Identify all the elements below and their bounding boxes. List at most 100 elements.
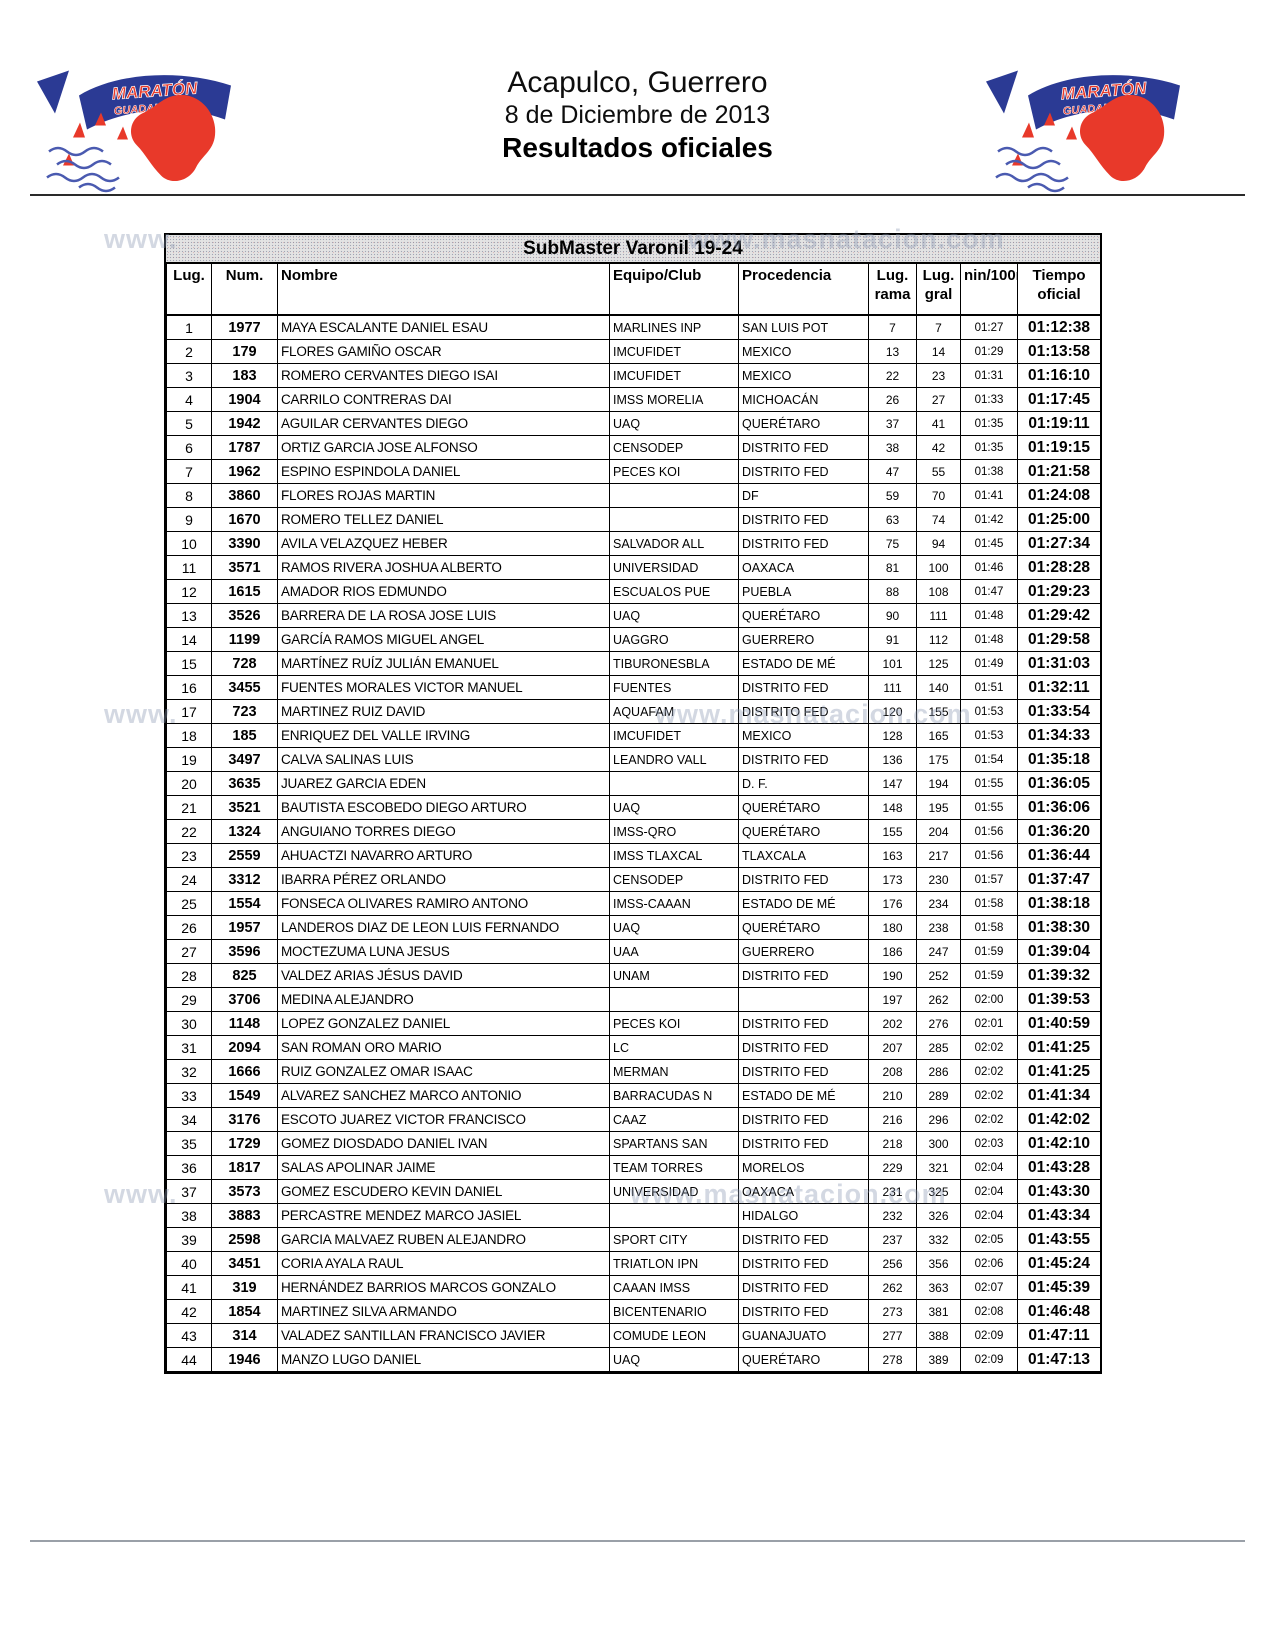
cell-lug: 1: [166, 314, 212, 340]
cell-num: 1554: [211, 891, 278, 916]
cell-procedencia: GUERRERO: [738, 627, 869, 652]
table-title: SubMaster Varonil 19-24: [166, 235, 1100, 263]
cell-equipo: [609, 1203, 739, 1228]
cell-lug_gral: 195: [916, 795, 961, 820]
cell-num: 3455: [211, 675, 278, 700]
cell-nombre: MARTINEZ SILVA ARMANDO: [277, 1299, 610, 1324]
cell-equipo: PECES KOI: [609, 459, 739, 484]
cell-nombre: AVILA VELAZQUEZ HEBER: [277, 531, 610, 556]
cell-min_100m: 01:42: [960, 507, 1018, 532]
cell-lug_gral: 94: [916, 531, 961, 556]
table-row: 27 3596 MOCTEZUMA LUNA JESUS UAA GUERRERO 186…: [166, 939, 1101, 964]
cell-num: 825: [211, 963, 278, 988]
table-row: 36 1817 SALAS APOLINAR JAIME TEAM TORRES MOR…: [166, 1155, 1101, 1180]
marathon-logo-right: [984, 69, 1182, 193]
cell-tiempo: 01:42:02: [1017, 1107, 1101, 1132]
cell-equipo: CENSODEP: [609, 435, 739, 460]
cell-lug: 24: [166, 867, 212, 892]
cell-procedencia: DISTRITO FED: [738, 1275, 869, 1300]
cell-equipo: UAQ: [609, 1347, 739, 1372]
cell-equipo: CENSODEP: [609, 867, 739, 892]
cell-procedencia: DISTRITO FED: [738, 1251, 869, 1276]
cell-min_100m: 01:31: [960, 363, 1018, 388]
event-date: 8 de Diciembre de 2013: [504, 101, 771, 129]
cell-equipo: TRIATLON IPN: [609, 1251, 739, 1276]
cell-equipo: UAQ: [609, 603, 739, 628]
cell-num: 3635: [211, 771, 278, 796]
cell-equipo: UNIVERSIDAD: [609, 1179, 739, 1204]
cell-procedencia: GUANAJUATO: [738, 1323, 869, 1348]
cell-lug: 41: [166, 1275, 212, 1300]
cell-procedencia: [738, 987, 869, 1012]
cell-lug: 36: [166, 1155, 212, 1180]
table-row: 11 3571 RAMOS RIVERA JOSHUA ALBERTO UNIVERS…: [166, 555, 1101, 580]
cell-lug_gral: 175: [916, 747, 961, 772]
cell-tiempo: 01:13:58: [1017, 339, 1101, 364]
cell-lug: 8: [166, 483, 212, 508]
cell-num: 2598: [211, 1227, 278, 1252]
cell-lug_gral: 247: [916, 939, 961, 964]
cell-nombre: ENRIQUEZ DEL VALLE IRVING: [277, 723, 610, 748]
cell-lug: 25: [166, 891, 212, 916]
cell-lug_rama: 22: [868, 363, 917, 388]
cell-lug_gral: 230: [916, 867, 961, 892]
cell-lug_rama: 216: [868, 1107, 917, 1132]
cell-equipo: [609, 483, 739, 508]
cell-lug_gral: 356: [916, 1251, 961, 1276]
cell-tiempo: 01:17:45: [1017, 387, 1101, 412]
cell-min_100m: 01:58: [960, 891, 1018, 916]
cell-num: 2559: [211, 843, 278, 868]
cell-nombre: AGUILAR CERVANTES DIEGO: [277, 411, 610, 436]
cell-lug_gral: 252: [916, 963, 961, 988]
cell-num: 3451: [211, 1251, 278, 1276]
cell-min_100m: 02:08: [960, 1299, 1018, 1324]
cell-procedencia: DISTRITO FED: [738, 1059, 869, 1084]
cell-nombre: FLORES GAMIÑO OSCAR: [277, 339, 610, 364]
table-row: 14 1199 GARCÍA RAMOS MIGUEL ANGEL UAGGRO GUE…: [166, 627, 1101, 652]
table-row: 15 728 MARTÍNEZ RUÍZ JULIÁN EMANUEL TIBURON…: [166, 651, 1101, 676]
cell-num: 1666: [211, 1059, 278, 1084]
cell-num: 183: [211, 363, 278, 388]
cell-equipo: SPORT CITY: [609, 1227, 739, 1252]
table-row: 19 3497 CALVA SALINAS LUIS LEANDRO VALL DIST…: [166, 747, 1101, 772]
event-city: Acapulco, Guerrero: [507, 66, 768, 99]
cell-equipo: ESCUALOS PUE: [609, 579, 739, 604]
cell-procedencia: MEXICO: [738, 723, 869, 748]
cell-min_100m: 02:02: [960, 1035, 1018, 1060]
cell-tiempo: 01:42:10: [1017, 1131, 1101, 1156]
cell-lug_gral: 238: [916, 915, 961, 940]
cell-equipo: IMCUFIDET: [609, 363, 739, 388]
table-row: 42 1854 MARTINEZ SILVA ARMANDO BICENTENARIO…: [166, 1299, 1101, 1324]
cell-min_100m: 01:53: [960, 723, 1018, 748]
cell-min_100m: 01:48: [960, 603, 1018, 628]
cell-procedencia: QUERÉTARO: [738, 915, 869, 940]
cell-tiempo: 01:19:11: [1017, 411, 1101, 436]
cell-nombre: CALVA SALINAS LUIS: [277, 747, 610, 772]
cell-lug_gral: 234: [916, 891, 961, 916]
cell-lug: 14: [166, 627, 212, 652]
header-divider: [30, 194, 1245, 196]
cell-min_100m: 01:33: [960, 387, 1018, 412]
cell-tiempo: 01:33:54: [1017, 699, 1101, 724]
cell-tiempo: 01:36:20: [1017, 819, 1101, 844]
cell-lug: 19: [166, 747, 212, 772]
cell-nombre: MAYA ESCALANTE DANIEL ESAU: [277, 314, 610, 340]
cell-lug_rama: 47: [868, 459, 917, 484]
table-row: 7 1962 ESPINO ESPINDOLA DANIEL PECES KOI DIS…: [166, 459, 1101, 484]
cell-lug_rama: 273: [868, 1299, 917, 1324]
table-row: 23 2559 AHUACTZI NAVARRO ARTURO IMSS TLAXCA…: [166, 843, 1101, 868]
cell-lug_gral: 41: [916, 411, 961, 436]
table-row: 3 183 ROMERO CERVANTES DIEGO ISAI IMCUFIDET…: [166, 363, 1101, 388]
column-header-tiempo: Tiempo oficial: [1017, 263, 1101, 316]
cell-num: 1615: [211, 579, 278, 604]
cell-lug: 2: [166, 339, 212, 364]
cell-equipo: BICENTENARIO: [609, 1299, 739, 1324]
cell-equipo: SPARTANS SAN: [609, 1131, 739, 1156]
cell-lug_gral: 112: [916, 627, 961, 652]
cell-procedencia: QUERÉTARO: [738, 603, 869, 628]
cell-lug_gral: 217: [916, 843, 961, 868]
cell-nombre: MANZO LUGO DANIEL: [277, 1347, 610, 1372]
cell-equipo: TEAM TORRES: [609, 1155, 739, 1180]
cell-lug_gral: 204: [916, 819, 961, 844]
cell-lug_rama: 256: [868, 1251, 917, 1276]
